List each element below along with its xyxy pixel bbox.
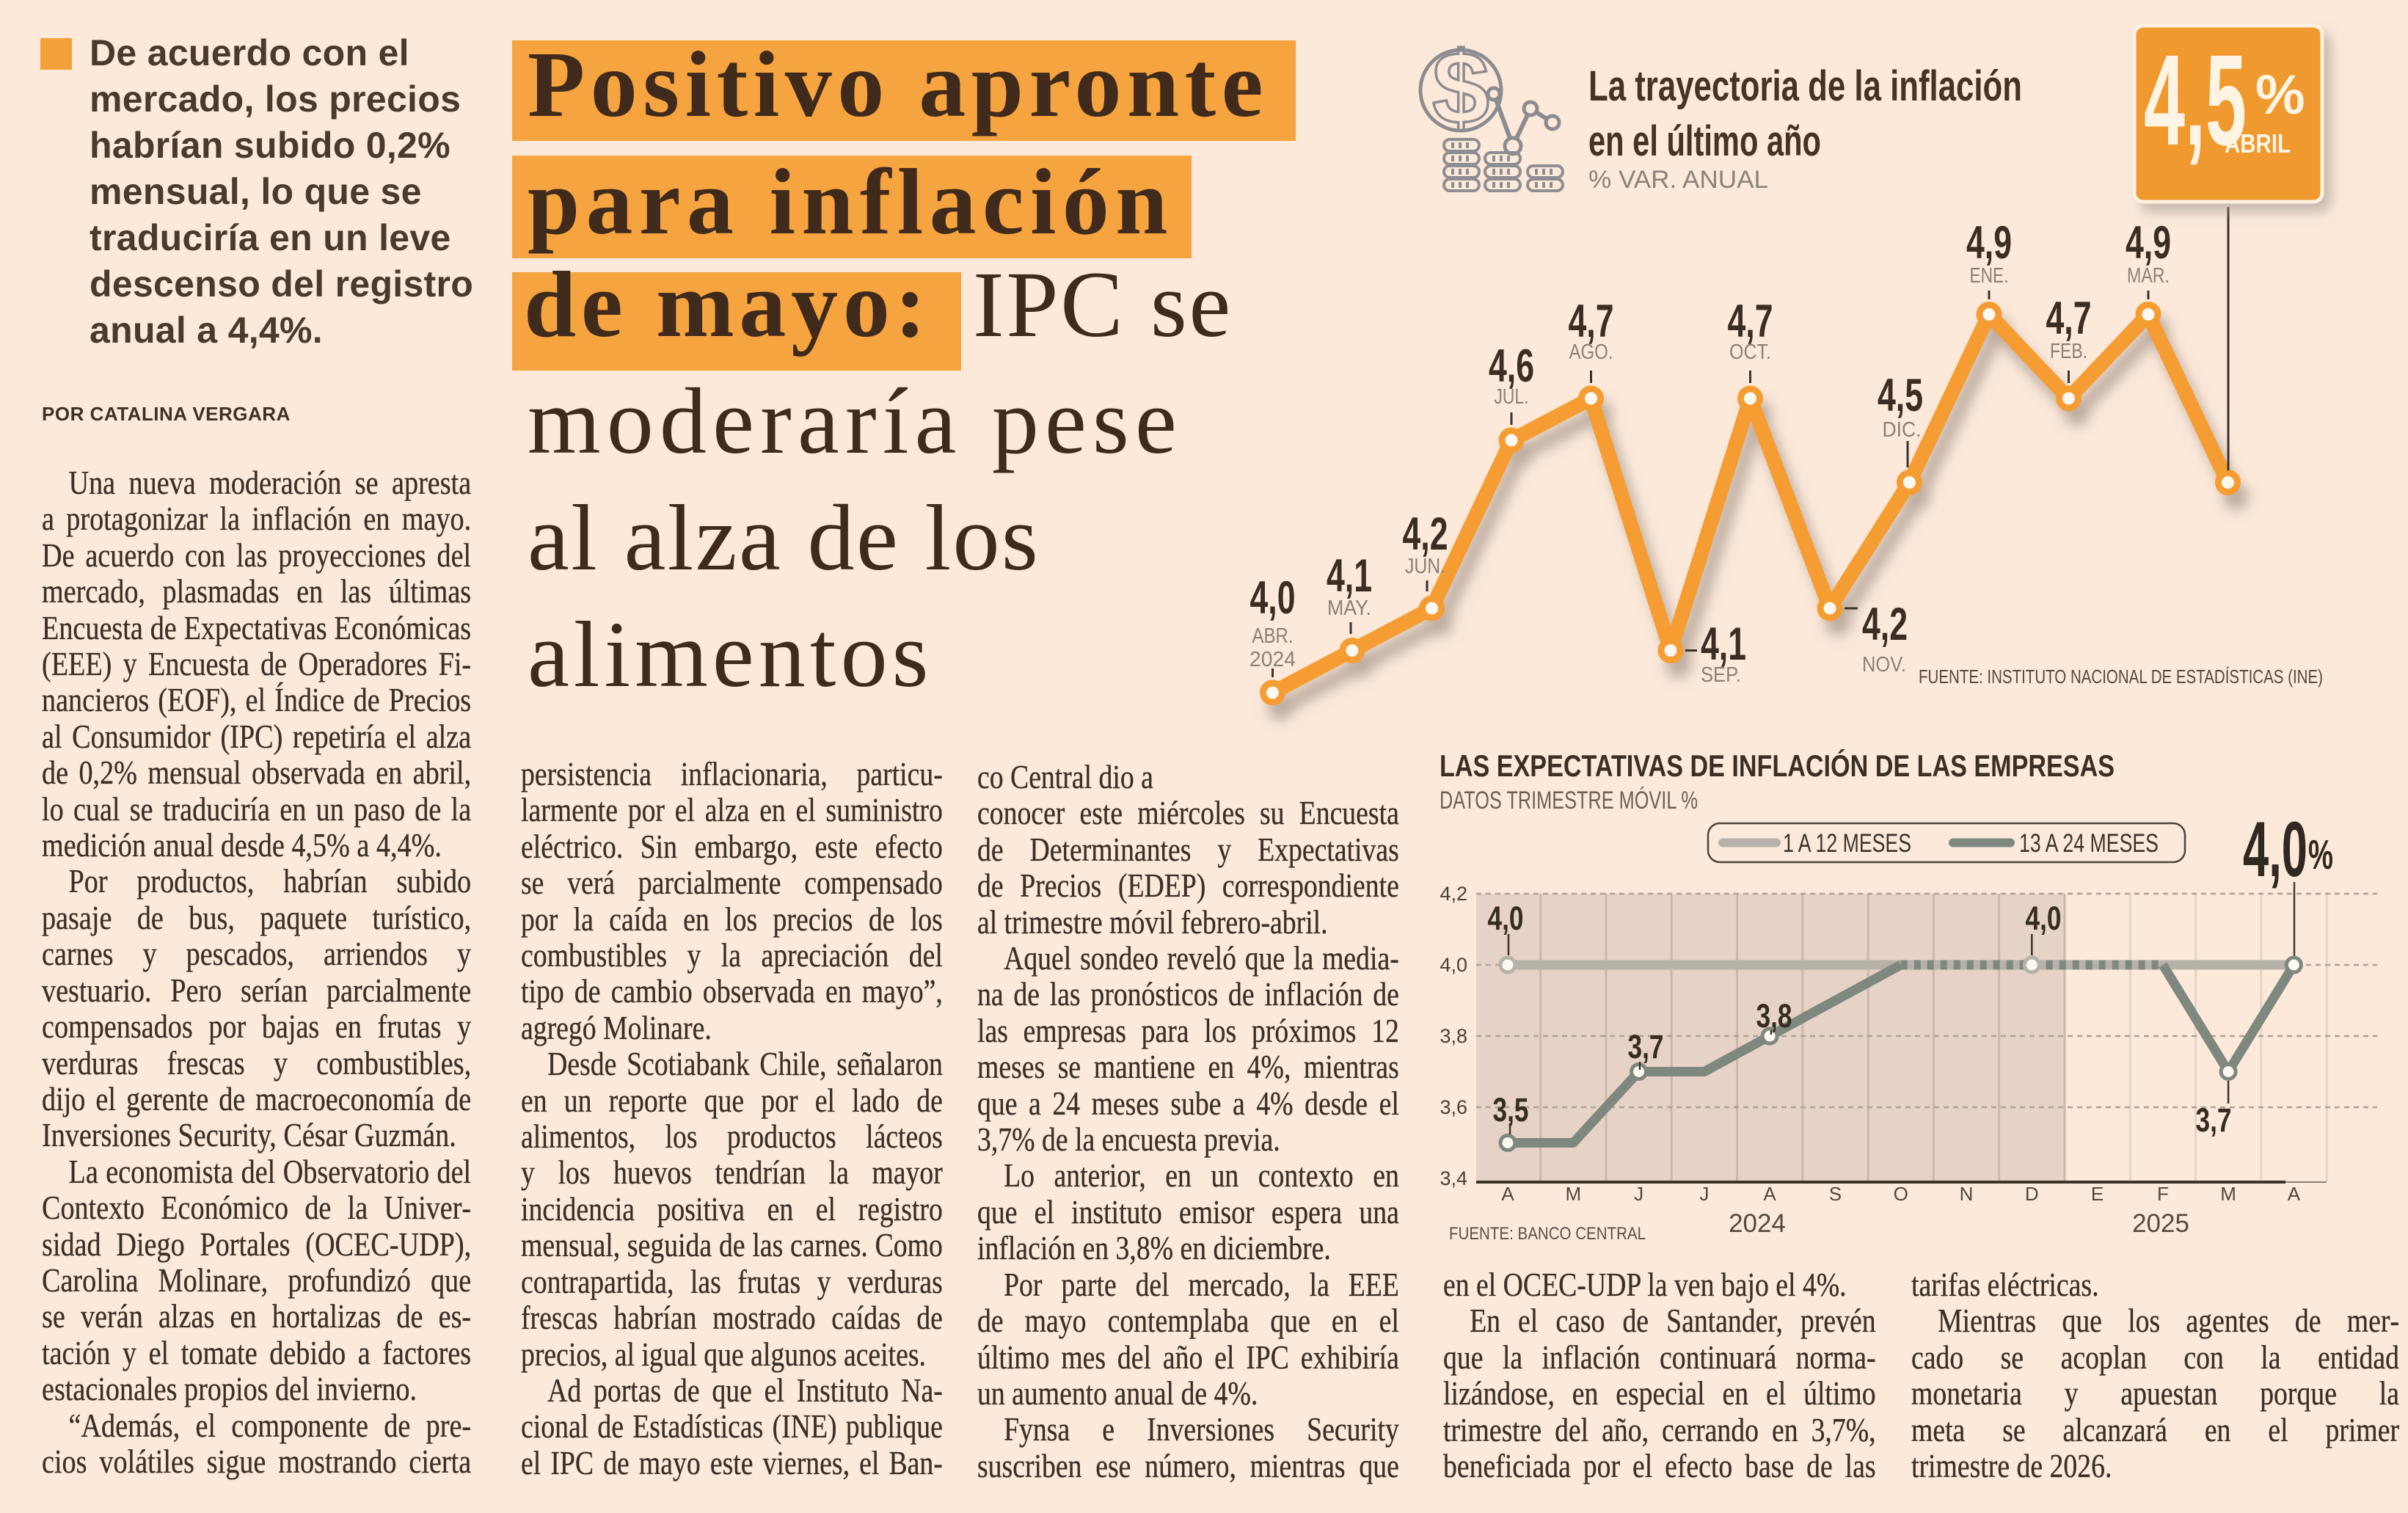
- svg-text:E: E: [2091, 1183, 2104, 1205]
- svg-text:3,5: 3,5: [1493, 1091, 1529, 1129]
- svg-text:M: M: [2220, 1183, 2236, 1205]
- svg-text:N: N: [1960, 1183, 1974, 1205]
- svg-text:A: A: [1763, 1183, 1776, 1205]
- svg-text:3,8: 3,8: [1440, 1025, 1467, 1047]
- svg-text:J: J: [1634, 1183, 1643, 1205]
- svg-text:S: S: [1829, 1183, 1842, 1205]
- svg-text:ENE.: ENE.: [1970, 264, 2009, 288]
- svg-text:4,5: 4,5: [2144, 29, 2247, 172]
- svg-text:La trayectoria de la inflación: La trayectoria de la inflación: [1588, 62, 2022, 110]
- svg-text:FUENTE: BANCO CENTRAL: FUENTE: BANCO CENTRAL: [1449, 1224, 1646, 1244]
- svg-text:NOV.: NOV.: [1862, 653, 1906, 677]
- svg-text:%: %: [2308, 831, 2333, 878]
- svg-text:3,6: 3,6: [1440, 1096, 1467, 1118]
- svg-text:% VAR. ANUAL: % VAR. ANUAL: [1588, 166, 1768, 194]
- svg-text:FEB.: FEB.: [2050, 340, 2087, 363]
- svg-text:MAR.: MAR.: [2127, 264, 2170, 288]
- svg-text:MAY.: MAY.: [1327, 597, 1371, 620]
- svg-text:4,6: 4,6: [1489, 340, 1534, 392]
- svg-text:4,7: 4,7: [1569, 296, 1614, 347]
- svg-text:4,2: 4,2: [1403, 508, 1448, 560]
- svg-text:F: F: [2157, 1183, 2169, 1205]
- svg-text:1 A 12 MESES: 1 A 12 MESES: [1783, 829, 1911, 858]
- svg-text:4,0: 4,0: [2243, 805, 2307, 893]
- svg-text:OCT.: OCT.: [1729, 340, 1771, 364]
- svg-text:4,7: 4,7: [2046, 293, 2092, 344]
- svg-text:3,7: 3,7: [2196, 1101, 2232, 1139]
- svg-text:4,7: 4,7: [1728, 296, 1773, 347]
- svg-text:3,8: 3,8: [1756, 997, 1792, 1035]
- svg-text:ABRIL: ABRIL: [2225, 128, 2291, 158]
- svg-text:M: M: [1565, 1183, 1581, 1205]
- svg-text:4,1: 4,1: [1327, 550, 1372, 602]
- svg-text:13 A 24 MESES: 13 A 24 MESES: [2019, 829, 2159, 858]
- svg-text:LAS EXPECTATIVAS DE INFLACIÓN: LAS EXPECTATIVAS DE INFLACIÓN DE LAS EMP…: [1440, 748, 2115, 783]
- svg-text:4,0: 4,0: [1440, 954, 1467, 976]
- svg-text:DIC.: DIC.: [1883, 418, 1922, 442]
- svg-text:D: D: [2025, 1183, 2039, 1205]
- svg-text:%: %: [2255, 64, 2305, 126]
- svg-text:JUL.: JUL.: [1495, 385, 1529, 409]
- svg-text:4,0: 4,0: [1250, 572, 1296, 624]
- svg-text:FUENTE: INSTITUTO NACIONAL DE: FUENTE: INSTITUTO NACIONAL DE ESTADÍSTIC…: [1919, 666, 2323, 688]
- svg-text:4,2: 4,2: [1440, 883, 1467, 905]
- svg-text:3,7: 3,7: [1628, 1028, 1664, 1065]
- svg-text:4,5: 4,5: [1878, 370, 1923, 421]
- svg-text:2025: 2025: [2132, 1209, 2189, 1238]
- svg-text:J: J: [1699, 1183, 1709, 1205]
- svg-text:O: O: [1894, 1183, 1908, 1205]
- svg-text:4,1: 4,1: [1701, 619, 1746, 670]
- svg-text:SEP.: SEP.: [1701, 663, 1741, 687]
- svg-text:ABR.: ABR.: [1252, 624, 1294, 648]
- svg-text:$: $: [1432, 30, 1489, 145]
- svg-text:en el último año: en el último año: [1588, 117, 1821, 165]
- svg-text:4,0: 4,0: [2026, 900, 2062, 937]
- svg-text:A: A: [2288, 1183, 2301, 1205]
- svg-text:2024: 2024: [1249, 648, 1296, 671]
- svg-text:4,0: 4,0: [1488, 900, 1524, 937]
- svg-text:JUN.: JUN.: [1405, 555, 1445, 578]
- svg-text:4,9: 4,9: [2126, 217, 2171, 269]
- svg-text:4,2: 4,2: [1862, 599, 1908, 650]
- svg-text:2024: 2024: [1729, 1209, 1786, 1238]
- svg-text:4,9: 4,9: [1966, 217, 2012, 269]
- svg-text:DATOS TRIMESTRE MÓVIL %: DATOS TRIMESTRE MÓVIL %: [1440, 787, 1698, 814]
- svg-text:3,4: 3,4: [1440, 1167, 1467, 1189]
- svg-text:AGO.: AGO.: [1569, 340, 1613, 364]
- svg-text:A: A: [1501, 1183, 1514, 1205]
